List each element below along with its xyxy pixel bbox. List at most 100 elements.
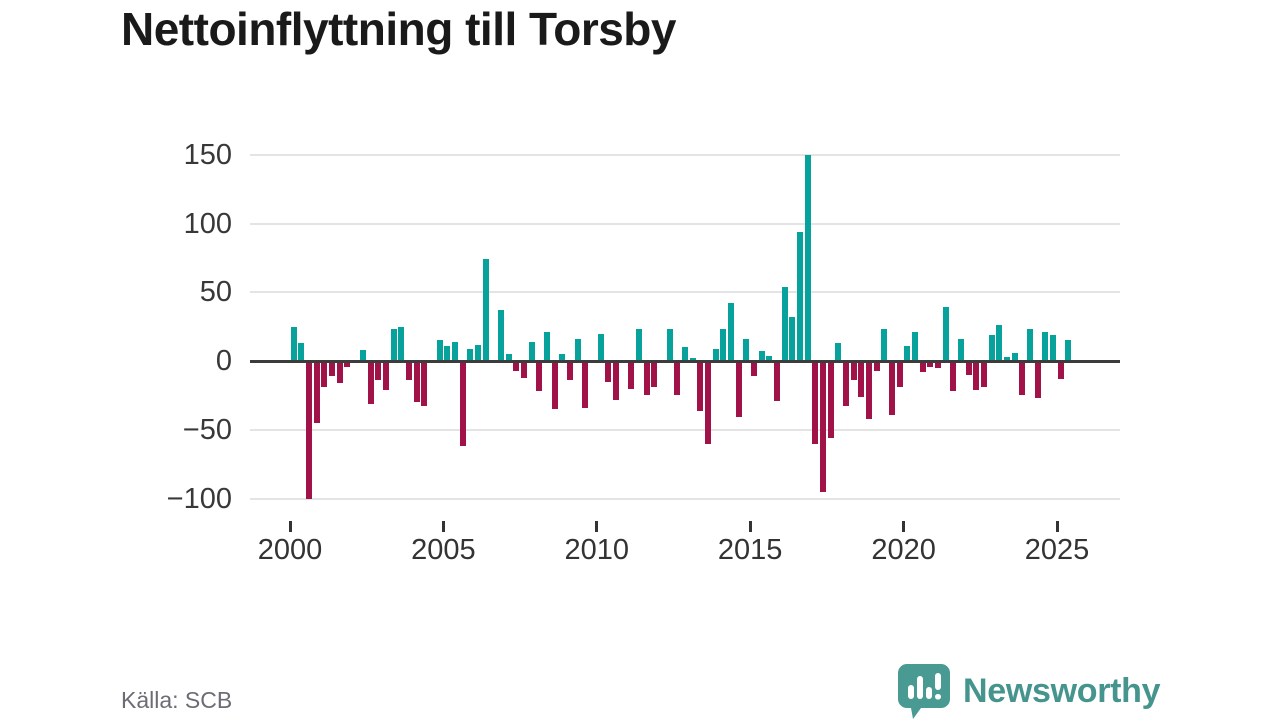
bar [712, 348, 719, 361]
bar [321, 361, 328, 388]
bar [973, 361, 980, 390]
bar [681, 347, 688, 361]
y-tick-label: 150 [183, 138, 232, 171]
bar [643, 361, 650, 396]
gridline [250, 497, 1120, 500]
plot-area: 150 100 50 0 −50 −100 2000 2005 2010 2015 2020 202… [167, 139, 1120, 566]
bar [574, 339, 581, 361]
gridline [250, 428, 1120, 431]
bar [996, 325, 1003, 361]
bar [789, 317, 796, 361]
bar [505, 354, 512, 361]
bar [697, 361, 704, 411]
bar [720, 329, 727, 361]
page-title: Nettoinflyttning till Torsby [121, 3, 676, 55]
bar [344, 361, 351, 367]
x-tick-label: 2000 [257, 534, 323, 566]
bar [566, 361, 573, 381]
bar [988, 334, 995, 361]
bar [758, 351, 765, 361]
bar [436, 340, 443, 361]
x-tick-label: 2005 [411, 534, 476, 566]
bar [628, 361, 635, 389]
bar [1065, 340, 1072, 361]
bar [413, 361, 420, 403]
bar [467, 348, 474, 361]
bar [635, 329, 642, 361]
bar [1042, 332, 1049, 361]
bar [367, 361, 374, 404]
bar [1027, 329, 1034, 361]
gridline [250, 153, 1120, 156]
x-tick-label: 2015 [717, 534, 783, 566]
y-tick-label: 100 [183, 207, 232, 240]
bar [290, 326, 297, 361]
bar [1019, 361, 1026, 396]
gridline [250, 222, 1120, 225]
y-tick-label: 50 [199, 276, 232, 309]
bar [935, 361, 942, 368]
bar [704, 361, 711, 444]
bar [743, 339, 750, 361]
zero-line [250, 359, 1120, 363]
bar [398, 326, 405, 361]
bar [873, 361, 880, 371]
bar [1050, 334, 1057, 361]
bar [904, 345, 911, 361]
x-tick-mark [1055, 521, 1059, 532]
bar [459, 361, 466, 447]
bar [359, 350, 366, 361]
bar [919, 361, 926, 372]
bar [735, 361, 742, 418]
bar [889, 361, 896, 415]
bar [981, 361, 988, 388]
bar [896, 361, 903, 388]
bar [651, 361, 658, 388]
bar [850, 361, 857, 381]
bar [674, 361, 681, 396]
bar [866, 361, 873, 419]
bar [1034, 361, 1041, 399]
bar [827, 361, 834, 438]
bar [774, 361, 780, 401]
y-tick-label: −50 [182, 413, 232, 446]
bar [605, 361, 612, 382]
bar [965, 361, 972, 375]
bar [912, 332, 919, 361]
bar [666, 329, 673, 361]
bar [421, 361, 428, 407]
bar [835, 343, 842, 361]
x-tick-label: 2025 [1024, 534, 1090, 566]
bar [927, 361, 934, 367]
bar [451, 341, 458, 361]
newsworthy-logo: Newsworthy [897, 663, 1161, 719]
bar [1011, 352, 1018, 361]
bar [597, 333, 604, 361]
bar [797, 231, 804, 361]
bar [405, 361, 412, 381]
bar [474, 344, 481, 361]
x-tick-mark [902, 521, 906, 532]
source-note: Källa: SCB [121, 687, 233, 713]
bar [306, 361, 313, 499]
bar [329, 361, 336, 377]
x-tick-label: 2010 [564, 534, 630, 566]
bar [336, 361, 343, 383]
bar [520, 361, 527, 378]
bar [559, 354, 566, 361]
bar [843, 361, 850, 407]
bar [820, 361, 827, 492]
bar [497, 310, 504, 361]
bar [543, 332, 550, 361]
bar [582, 361, 589, 408]
x-tick-label: 2020 [871, 534, 936, 566]
bar [812, 361, 819, 444]
bar [1004, 356, 1011, 361]
bar [313, 361, 320, 423]
bar [804, 154, 811, 361]
bar [958, 339, 965, 361]
bar [536, 361, 543, 392]
bar [858, 361, 865, 397]
bar [528, 341, 535, 361]
newsworthy-wordmark: Newsworthy [963, 671, 1161, 710]
